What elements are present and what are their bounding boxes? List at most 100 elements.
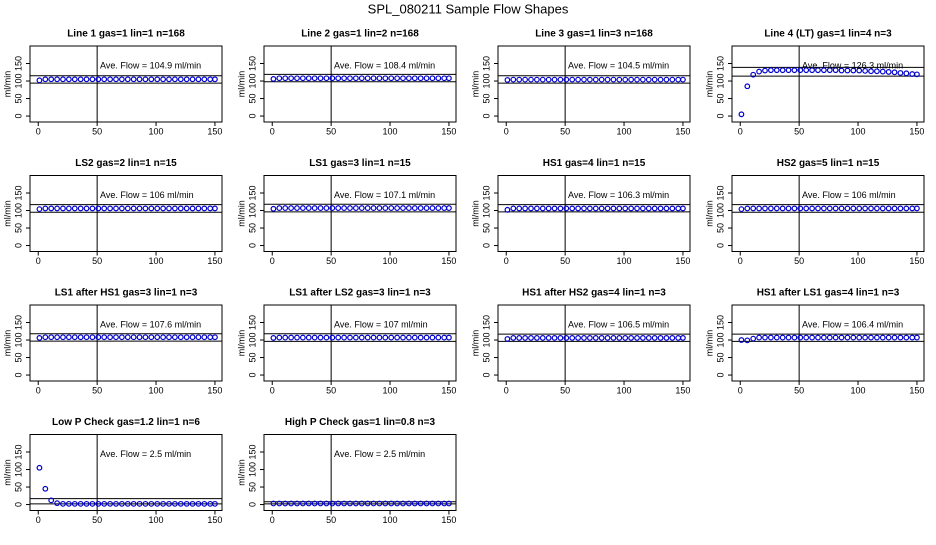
point <box>195 76 202 83</box>
point <box>791 334 798 341</box>
point <box>779 205 786 212</box>
plot-frame <box>29 304 223 382</box>
point <box>77 205 84 212</box>
panel-title: HS2 gas=5 lin=1 n=15 <box>777 158 880 169</box>
x-tick-label: 50 <box>326 126 336 136</box>
point <box>435 75 442 82</box>
point <box>756 205 762 212</box>
y-tick-label: 0 <box>715 243 725 248</box>
point <box>142 205 149 212</box>
point <box>323 500 330 507</box>
point <box>282 75 289 82</box>
point <box>113 76 119 83</box>
point <box>183 500 190 507</box>
point <box>639 76 646 83</box>
point <box>773 334 780 341</box>
point <box>441 334 448 341</box>
point <box>358 334 365 341</box>
point <box>400 75 406 82</box>
point <box>166 500 172 507</box>
point <box>124 205 131 212</box>
point <box>270 500 277 507</box>
y-tick-label: 150 <box>13 185 23 200</box>
point <box>364 500 371 507</box>
annotation: Ave. Flow = 2.5 ml/min <box>100 449 191 459</box>
point <box>791 205 798 212</box>
point <box>195 500 202 507</box>
point <box>891 334 898 341</box>
point <box>95 334 102 341</box>
point <box>767 205 774 212</box>
panel-title: LS1 gas=3 lin=1 n=15 <box>309 158 411 169</box>
point <box>762 67 768 74</box>
point <box>575 205 581 212</box>
point <box>323 75 330 82</box>
point <box>370 334 377 341</box>
point <box>879 334 886 341</box>
y-tick-label: 150 <box>715 315 725 330</box>
point <box>616 205 623 212</box>
point <box>48 497 55 504</box>
point <box>148 76 155 83</box>
x-tick-label: 100 <box>149 256 164 266</box>
y-tick-label: 50 <box>247 94 257 104</box>
x-tick-label: 150 <box>909 256 924 266</box>
point <box>551 205 558 212</box>
point <box>48 76 55 83</box>
point <box>189 334 196 341</box>
point <box>166 205 172 212</box>
point <box>305 75 312 82</box>
point <box>282 205 289 211</box>
x-tick-label: 0 <box>36 515 41 525</box>
point <box>680 335 686 341</box>
point <box>130 500 137 507</box>
point <box>675 205 682 212</box>
panel-title: Line 2 gas=1 lin=2 n=168 <box>301 29 419 40</box>
x-tick-label: 100 <box>383 126 398 136</box>
point <box>429 205 436 211</box>
point <box>826 205 833 212</box>
point <box>539 335 546 341</box>
point <box>533 335 540 341</box>
point <box>838 205 845 212</box>
point <box>510 76 517 83</box>
y-tick-label: 150 <box>13 56 23 71</box>
point <box>592 335 599 341</box>
point <box>65 205 72 212</box>
point <box>581 76 587 83</box>
point <box>557 335 564 341</box>
point <box>634 205 640 212</box>
point <box>83 500 90 507</box>
point <box>914 334 920 341</box>
point <box>903 70 910 77</box>
point <box>417 334 424 341</box>
y-tick-label: 100 <box>247 74 257 89</box>
point <box>65 76 72 83</box>
point <box>815 334 821 341</box>
x-tick-label: 50 <box>794 256 804 266</box>
point <box>89 205 96 212</box>
point <box>744 83 751 90</box>
point <box>545 76 552 83</box>
x-tick-label: 150 <box>441 385 456 395</box>
point <box>850 67 857 74</box>
y-tick-label: 100 <box>13 462 23 477</box>
point <box>341 75 347 82</box>
point <box>791 67 798 74</box>
point <box>873 68 880 75</box>
point <box>411 205 418 211</box>
point <box>604 205 611 212</box>
point <box>394 205 401 211</box>
point <box>42 485 49 492</box>
x-tick-label: 50 <box>92 515 102 525</box>
point <box>83 76 90 83</box>
point <box>270 76 277 82</box>
point <box>423 500 430 507</box>
point <box>557 205 564 212</box>
point <box>65 500 72 507</box>
point <box>183 334 190 341</box>
point <box>903 205 910 212</box>
point <box>826 67 833 74</box>
point <box>639 335 646 341</box>
x-tick-label: 150 <box>441 126 456 136</box>
